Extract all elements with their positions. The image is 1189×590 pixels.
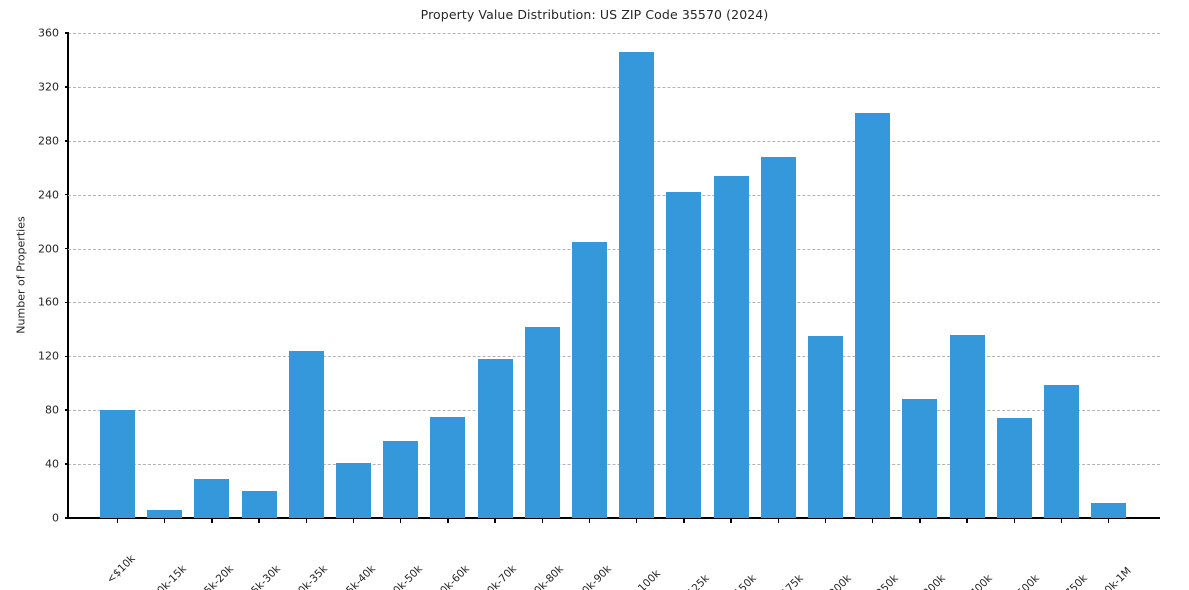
bar — [241, 491, 277, 518]
x-tick-mark — [683, 518, 685, 523]
x-tick-mark — [824, 518, 827, 523]
x-tick-label: $90k-100k — [614, 528, 702, 590]
bar — [147, 509, 183, 518]
x-tick-mark — [777, 518, 779, 523]
bar — [619, 51, 655, 518]
bar — [572, 241, 607, 518]
x-tick-label: $150k-175k — [753, 528, 851, 590]
y-tick-mark — [64, 193, 69, 196]
bar — [855, 112, 891, 518]
y-tick-mark — [64, 517, 69, 519]
bar — [996, 418, 1032, 518]
bar — [336, 462, 371, 518]
bar — [1091, 503, 1127, 518]
y-tick-label: 240 — [38, 188, 59, 202]
x-tick-label: $10k-15k — [145, 562, 189, 590]
bar — [100, 410, 135, 518]
bar — [477, 359, 513, 518]
x-axis-line — [68, 517, 1160, 519]
x-tick-mark — [1013, 518, 1015, 523]
gridline — [68, 464, 1160, 466]
gridline — [68, 194, 1160, 196]
y-axis-line — [67, 33, 69, 518]
x-tick-mark — [494, 518, 496, 523]
plot-area: Number of Properties 0 40 80 120 160 200 240 28… — [15, 27, 1160, 590]
x-tick-label: $15k-20k — [192, 562, 236, 590]
x-tick-mark — [636, 518, 638, 523]
bar — [1044, 384, 1079, 518]
bar — [713, 175, 749, 518]
x-tick-mark — [116, 518, 119, 523]
y-tick-label: 200 — [38, 242, 59, 256]
y-tick-label: 40 — [45, 457, 59, 471]
x-tick-label: $25k-30k — [239, 562, 284, 590]
bar — [524, 326, 560, 518]
y-tick-mark — [64, 409, 69, 411]
y-axis-label: Number of Properties — [14, 216, 28, 334]
y-tick-label: 0 — [52, 511, 59, 525]
y-tick-mark — [64, 301, 69, 304]
y-tick-mark — [64, 463, 69, 465]
bar — [288, 350, 324, 518]
x-tick-mark — [447, 518, 449, 523]
gridline — [68, 86, 1160, 88]
x-tick-label: $70k-80k — [522, 562, 567, 590]
x-tick-mark — [164, 518, 166, 523]
bar — [194, 478, 230, 518]
bar — [949, 334, 985, 518]
bar — [808, 336, 843, 518]
x-tick-mark — [541, 518, 543, 523]
x-tick-mark — [919, 518, 921, 523]
x-tick-mark — [1108, 518, 1110, 523]
y-tick-label: 160 — [38, 295, 59, 309]
x-tick-label: $30k-35k — [286, 562, 331, 590]
x-tick-label: $35k-40k — [334, 562, 378, 590]
x-tick-mark — [588, 518, 591, 523]
y-tick-label: 80 — [45, 403, 59, 417]
y-tick-mark — [64, 32, 69, 34]
x-tick-mark — [352, 518, 355, 523]
chart-title: Property Value Distribution: US ZIP Code… — [420, 7, 769, 22]
gridline — [68, 248, 1160, 250]
x-tick-label: $175k-200k — [801, 528, 898, 590]
y-tick-label: 120 — [38, 349, 59, 363]
y-tick-mark — [64, 247, 69, 250]
y-tick-label: 320 — [38, 80, 59, 94]
x-tick-label: $50k-60k — [428, 562, 472, 590]
gridline — [68, 140, 1160, 142]
x-tick-mark — [258, 518, 260, 523]
y-tick-mark — [64, 86, 69, 88]
x-tick-label: $60k-70k — [475, 562, 520, 590]
y-tick-mark — [64, 355, 69, 358]
bar — [430, 416, 466, 518]
gridline — [68, 33, 1160, 34]
gridline — [68, 356, 1160, 358]
x-tick-mark — [966, 518, 968, 523]
x-tick-label: $40k-50k — [381, 562, 425, 590]
bar — [902, 399, 938, 518]
y-tick-label: 280 — [38, 134, 59, 148]
x-tick-mark — [730, 518, 732, 523]
x-tick-label: <$10k — [104, 552, 138, 586]
gridline — [68, 410, 1160, 412]
x-tick-mark — [211, 518, 213, 523]
bar — [666, 191, 702, 518]
x-tick-mark — [400, 518, 402, 523]
x-tick-label: $400k-500k — [989, 528, 1087, 590]
bar — [760, 156, 796, 518]
x-tick-label: $80k-90k — [570, 562, 614, 590]
x-tick-mark — [305, 518, 307, 523]
bar — [383, 441, 419, 518]
x-tick-mark — [872, 518, 874, 523]
gridline — [68, 302, 1160, 304]
y-tick-mark — [64, 140, 69, 142]
y-tick-label: 360 — [38, 26, 59, 40]
x-tick-mark — [1060, 518, 1063, 523]
